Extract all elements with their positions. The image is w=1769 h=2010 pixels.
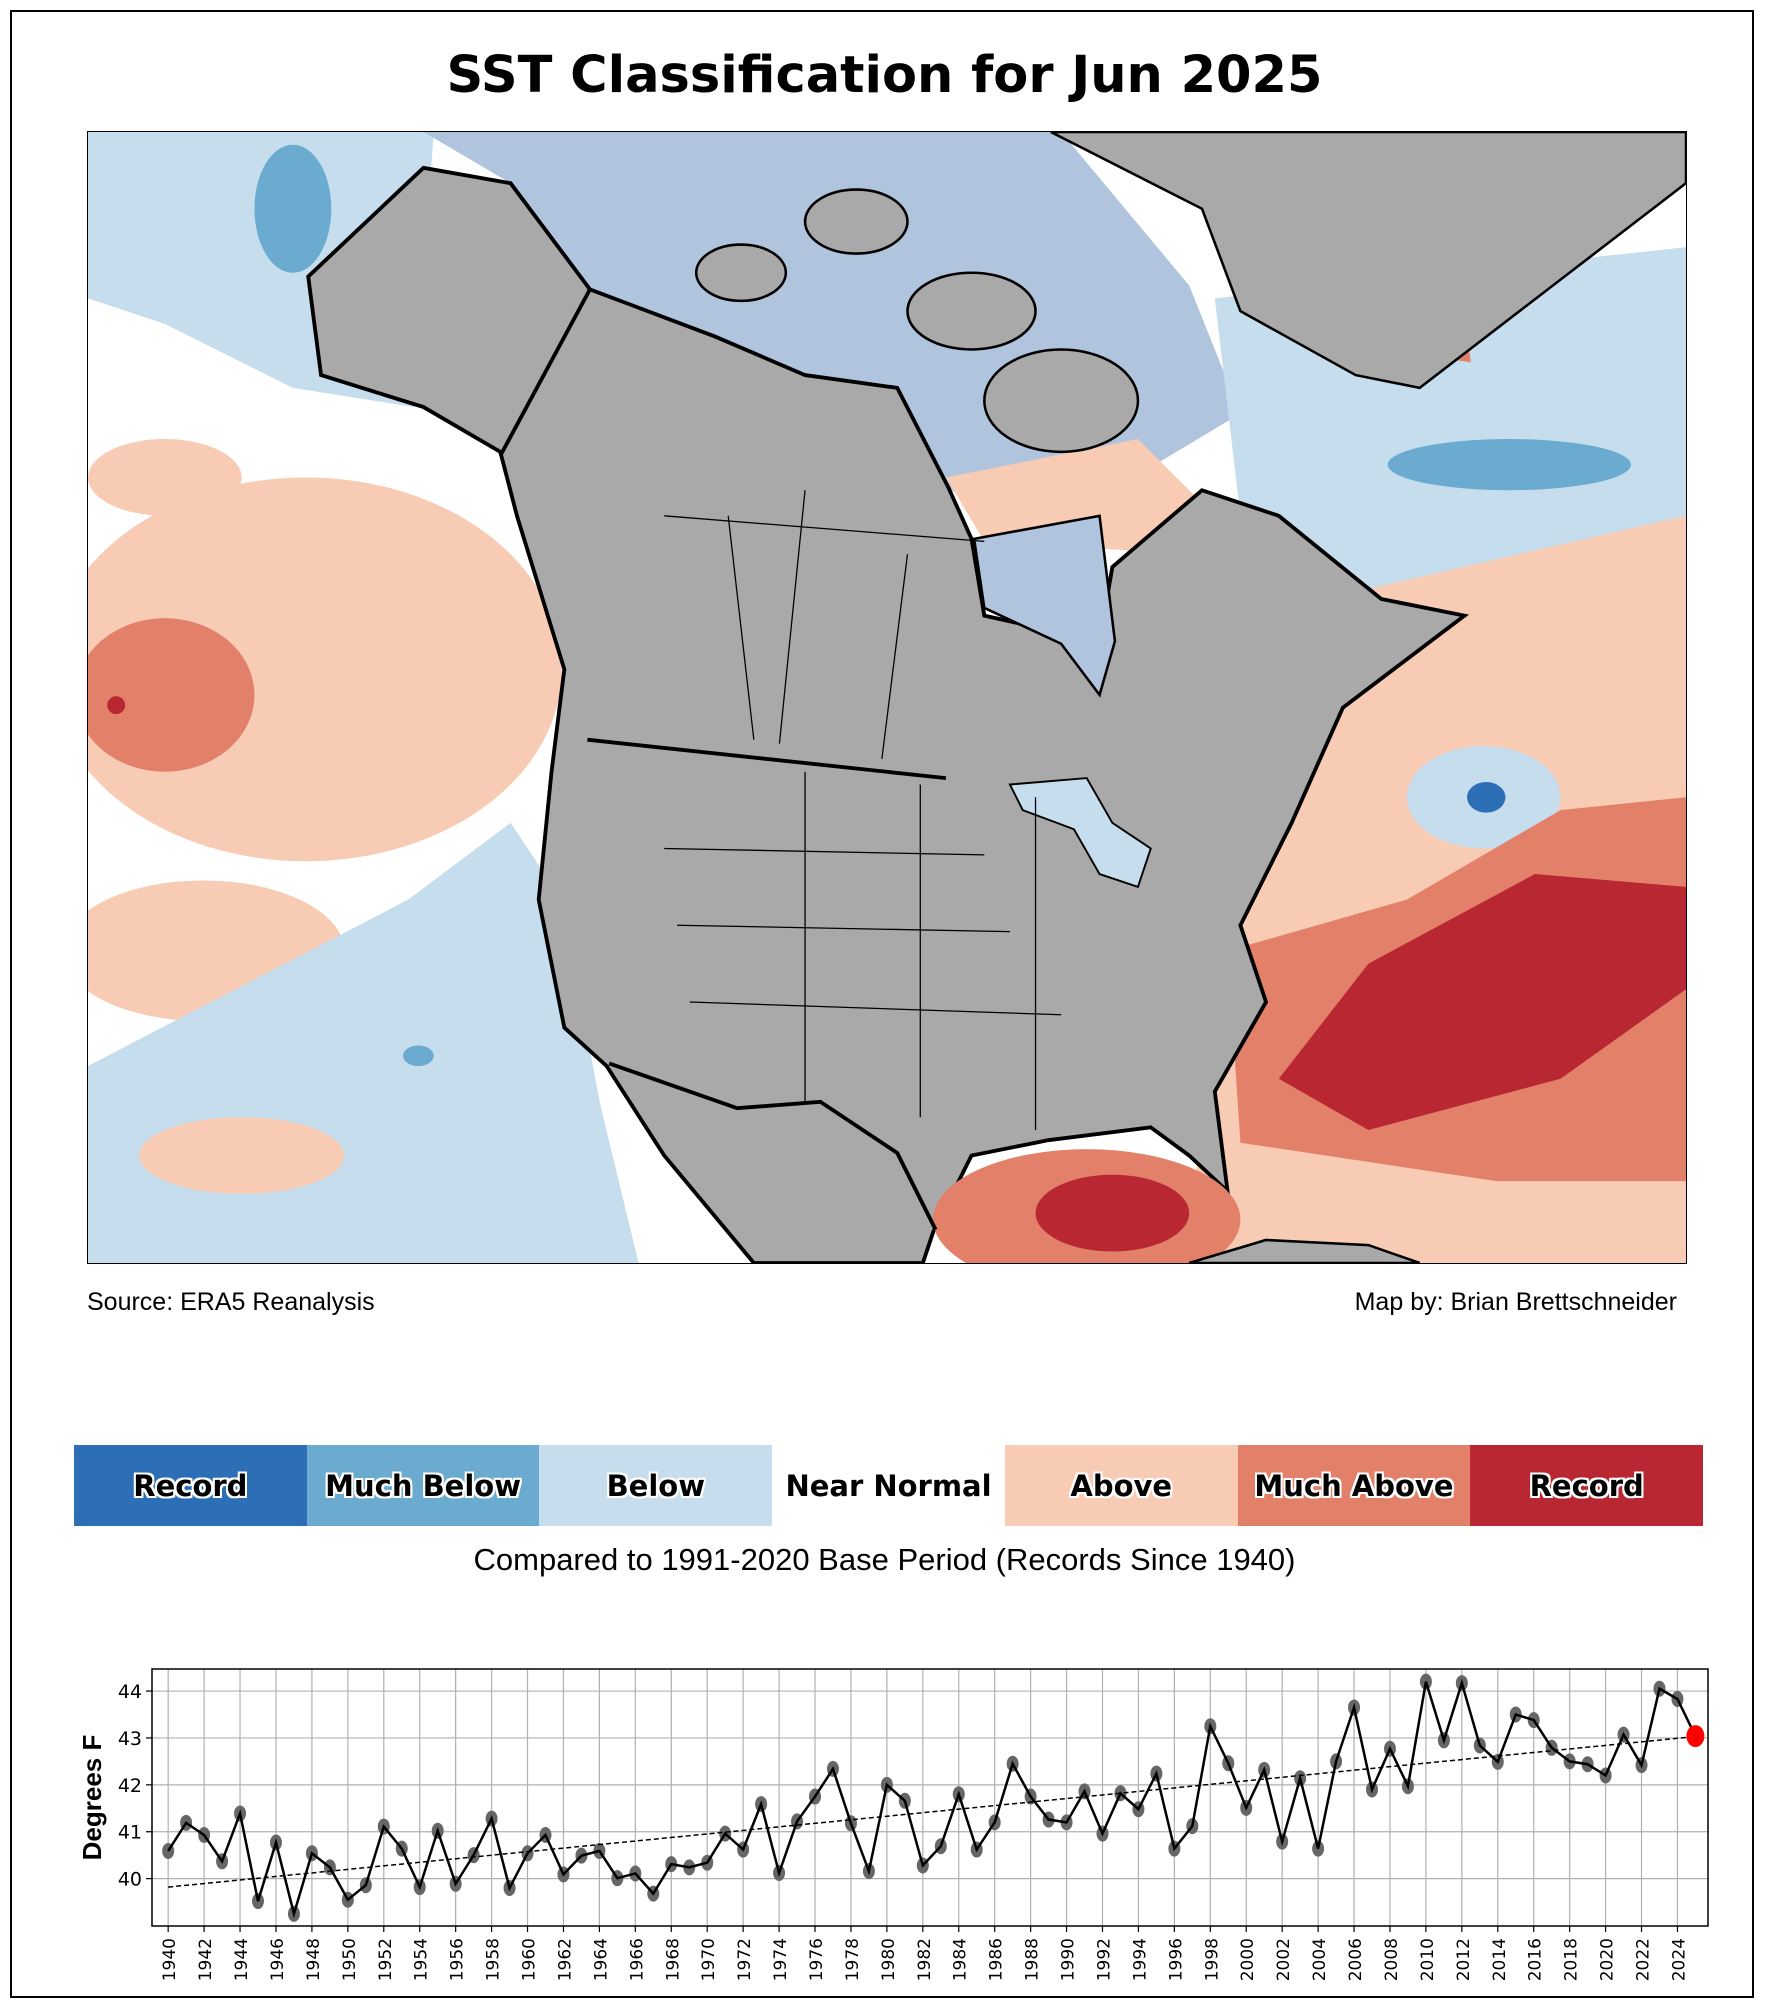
x-tick-label: 2000 xyxy=(1238,1938,1258,1981)
pacific-above-region-4 xyxy=(139,1117,345,1194)
plot-area xyxy=(151,1668,1709,1927)
x-tick-label: 1980 xyxy=(879,1938,899,1981)
x-tick-label: 1946 xyxy=(268,1938,288,1981)
x-tick-label: 1952 xyxy=(376,1938,396,1981)
x-tick-label: 1982 xyxy=(915,1938,935,1981)
great-lakes xyxy=(1008,777,1152,889)
x-tick-label: 1976 xyxy=(807,1938,827,1981)
x-tick-label: 1960 xyxy=(520,1938,540,1981)
x-tick-label: 2002 xyxy=(1274,1938,1294,1981)
figure-frame xyxy=(10,10,1754,1998)
legend-record-below: Record xyxy=(74,1445,307,1526)
x-tick-label: 1970 xyxy=(699,1938,719,1981)
arctic-island xyxy=(803,188,909,255)
pacific-record-spot xyxy=(107,696,126,715)
x-tick-label: 2006 xyxy=(1346,1938,1366,1981)
greenland-land xyxy=(1050,132,1686,390)
legend-near-normal: Near Normal xyxy=(772,1445,1005,1526)
x-tick-label: 1994 xyxy=(1130,1938,1150,1981)
trend-line xyxy=(168,1735,1696,1888)
us-mexico-border xyxy=(608,1061,938,1231)
series-line xyxy=(167,1678,1697,1919)
arctic-island xyxy=(906,271,1037,351)
x-tick-label: 2014 xyxy=(1490,1938,1510,1981)
y-tick-label: 41 xyxy=(118,1822,142,1844)
x-tick-label: 1998 xyxy=(1202,1938,1222,1981)
y-tick-label: 42 xyxy=(118,1775,142,1797)
highlight-point-2025 xyxy=(1686,1725,1705,1748)
alaska-canada-border xyxy=(498,288,592,457)
x-tick-label: 1968 xyxy=(663,1938,683,1981)
y-tick-label: 40 xyxy=(118,1869,142,1891)
x-tick-label: 1944 xyxy=(232,1938,252,1981)
x-tick-label: 2018 xyxy=(1562,1938,1582,1981)
pacific-above-region-2 xyxy=(88,439,242,516)
gulf-record-region xyxy=(1035,1174,1190,1252)
x-tick-label: 1966 xyxy=(627,1938,647,1981)
pacific-above-region xyxy=(88,477,562,862)
labrador-above-region xyxy=(945,439,1215,555)
x-tick-label: 2022 xyxy=(1634,1938,1654,1981)
hudson-bay xyxy=(972,514,1117,698)
sst-map xyxy=(87,131,1687,1264)
x-tick-label: 1950 xyxy=(340,1938,360,1981)
legend-below: Below xyxy=(539,1445,773,1526)
legend-much-below: Much Below xyxy=(306,1445,540,1526)
x-tick-label: 1962 xyxy=(555,1938,575,1981)
y-tick-label: 44 xyxy=(118,1681,142,1703)
legend-record-above: Record xyxy=(1470,1445,1704,1526)
x-tick-label: 1974 xyxy=(771,1938,791,1981)
pacific-much-above-region xyxy=(88,618,255,772)
x-tick-label: 1954 xyxy=(412,1938,432,1981)
x-tick-label: 1964 xyxy=(591,1938,611,1981)
legend-much-above: Much Above xyxy=(1237,1445,1471,1526)
x-tick-label: 1984 xyxy=(951,1938,971,1981)
x-tick-label: 2016 xyxy=(1526,1938,1546,1981)
baffin-island xyxy=(983,348,1140,454)
legend-above: Above xyxy=(1004,1445,1238,1526)
x-tick-label: 1986 xyxy=(987,1938,1007,1981)
page-title: SST Classification for Jun 2025 xyxy=(446,46,1323,105)
source-label: Source: ERA5 Reanalysis xyxy=(87,1288,375,1316)
x-tick-label: 1972 xyxy=(735,1938,755,1981)
classification-legend: Record Much Below Below Near Normal Abov… xyxy=(74,1445,1704,1526)
state-borders xyxy=(664,490,1062,1130)
x-tick-label: 2024 xyxy=(1669,1938,1689,1981)
x-tick-label: 1942 xyxy=(196,1938,216,1981)
pacific-much-below-spot xyxy=(402,1045,434,1066)
x-tick-label: 2020 xyxy=(1598,1938,1618,1981)
atlantic-much-below-region xyxy=(1387,439,1631,491)
caribbean-land xyxy=(1188,1238,1421,1263)
y-axis-label: Degrees F xyxy=(77,1735,107,1861)
y-tick-label: 43 xyxy=(118,1728,142,1750)
north-america-land xyxy=(306,165,1470,1263)
x-tick-label: 1940 xyxy=(160,1938,180,1981)
atlantic-much-below-spot xyxy=(1467,781,1506,813)
x-tick-label: 1958 xyxy=(484,1938,504,1981)
x-tick-label: 1948 xyxy=(304,1938,324,1981)
x-tick-label: 1988 xyxy=(1023,1938,1043,1981)
x-tick-label: 1990 xyxy=(1059,1938,1079,1981)
x-tick-label: 2004 xyxy=(1310,1938,1330,1981)
x-tick-label: 1978 xyxy=(843,1938,863,1981)
bering-much-below-region xyxy=(254,144,332,273)
x-tick-label: 2012 xyxy=(1454,1938,1474,1981)
x-tick-label: 2010 xyxy=(1418,1938,1438,1981)
atlantic-record-region xyxy=(1278,874,1686,1130)
x-tick-label: 1956 xyxy=(448,1938,468,1981)
credit-label: Map by: Brian Brettschneider xyxy=(1354,1288,1677,1316)
us-canada-border xyxy=(587,737,947,781)
x-tick-label: 2008 xyxy=(1382,1938,1402,1981)
x-tick-label: 1996 xyxy=(1166,1938,1186,1981)
legend-caption: Compared to 1991-2020 Base Period (Recor… xyxy=(473,1542,1296,1577)
arctic-island xyxy=(694,243,788,303)
x-tick-label: 1992 xyxy=(1094,1938,1114,1981)
